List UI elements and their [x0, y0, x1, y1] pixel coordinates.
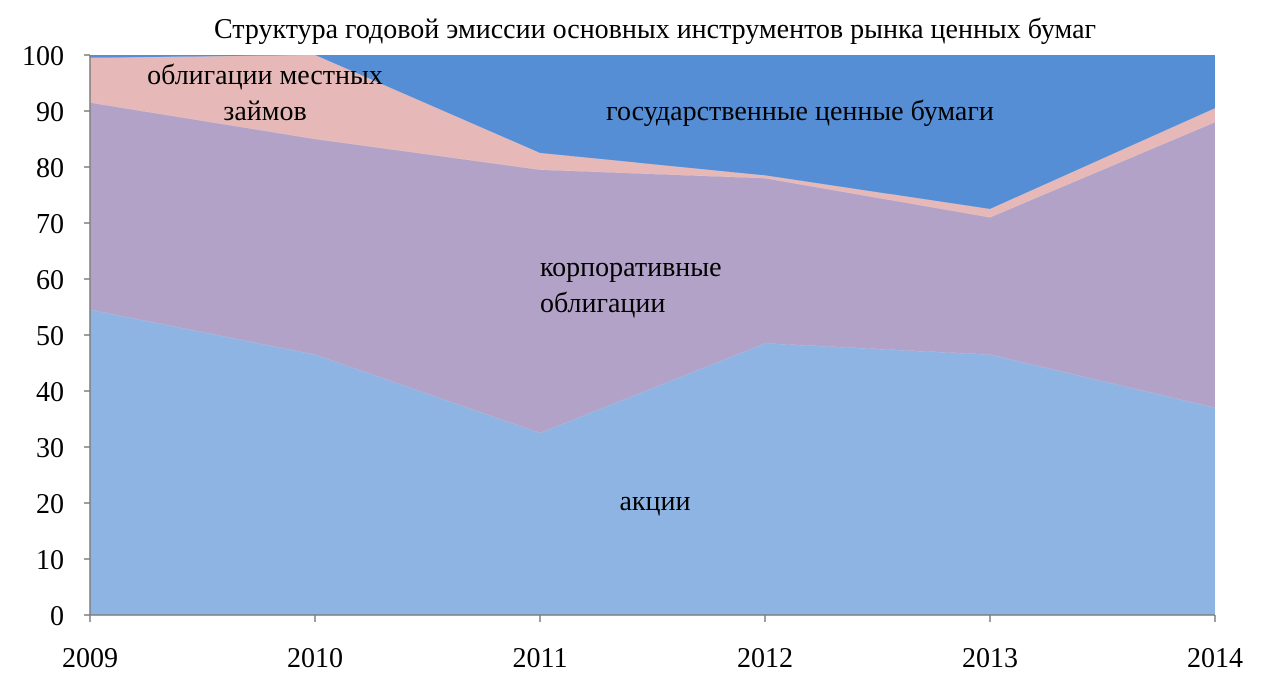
x-tick-label: 2012: [737, 643, 793, 673]
y-tick-label: 50: [36, 321, 64, 352]
chart-title: Структура годовой эмиссии основных инстр…: [214, 14, 1096, 45]
area: [90, 309, 1215, 615]
x-tick-label: 2011: [513, 643, 568, 673]
x-tick-label: 2013: [962, 643, 1018, 673]
series-label: корпоративные облигации: [540, 252, 722, 319]
y-tick-label: 0: [50, 601, 64, 632]
y-tick-label: 70: [36, 209, 64, 240]
area: [90, 102, 1215, 433]
y-tick-label: 80: [36, 153, 64, 184]
y-tick-label: 20: [36, 489, 64, 520]
x-tick-label: 2010: [287, 643, 343, 673]
series-label: акции: [619, 486, 691, 517]
area: [90, 55, 1215, 209]
x-tick-label: 2009: [62, 643, 118, 673]
y-tick-label: 60: [36, 265, 64, 296]
area: [90, 55, 1215, 218]
y-tick-label: 100: [22, 41, 64, 72]
y-tick-label: 40: [36, 377, 64, 408]
y-tick-label: 10: [36, 545, 64, 576]
x-tick-label: 2014: [1187, 643, 1243, 673]
y-tick-label: 90: [36, 97, 64, 128]
series-label: государственные ценные бумаги: [606, 96, 994, 127]
series-label: облигации местных займов: [147, 60, 383, 127]
y-tick-label: 30: [36, 433, 64, 464]
